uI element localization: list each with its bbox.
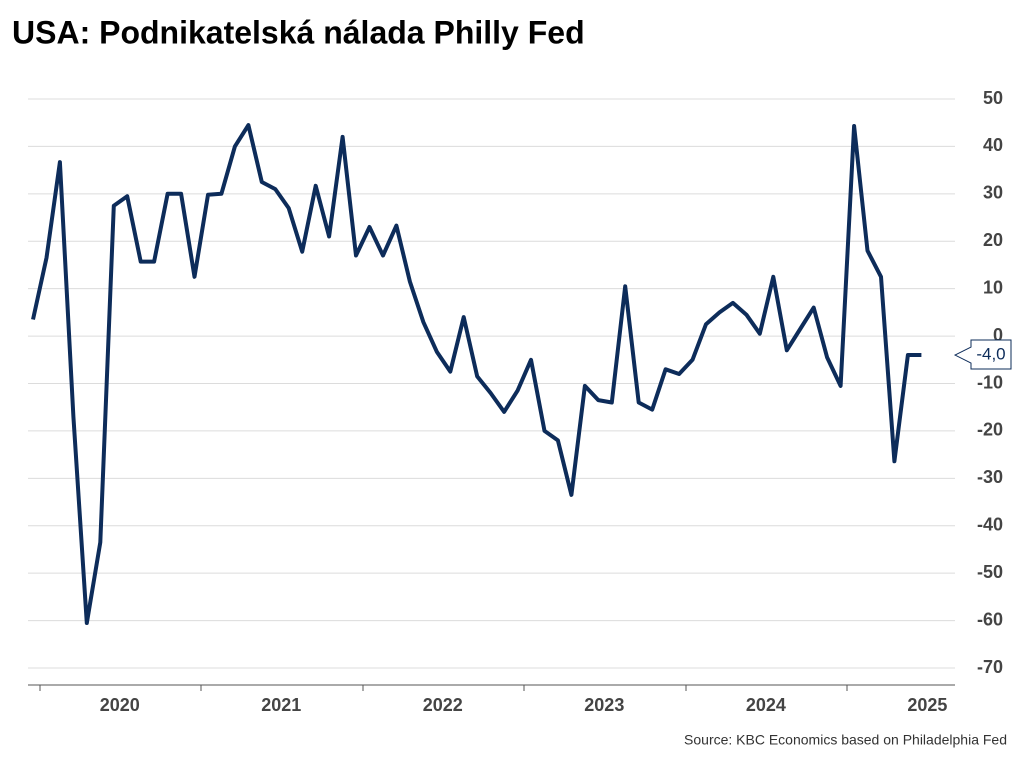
annotation-box	[953, 339, 1012, 370]
data-line	[31, 123, 922, 625]
y-tick-label: -20	[977, 420, 1003, 440]
y-tick-label: -40	[977, 515, 1003, 535]
x-tick-label: 2020	[100, 695, 140, 715]
y-tick-label: 40	[983, 135, 1003, 155]
y-tick-label: -10	[977, 372, 1003, 392]
y-tick-label: -30	[977, 467, 1003, 487]
y-tick-label: 10	[983, 277, 1003, 297]
x-tick-label: 2023	[584, 695, 624, 715]
source-note: Source: KBC Economics based on Philadelp…	[684, 732, 1007, 748]
y-tick-label: 0	[993, 325, 1003, 345]
x-tick-label: 2021	[261, 695, 301, 715]
y-tick-label: -60	[977, 609, 1003, 629]
x-tick-label: 2022	[423, 695, 463, 715]
chart-title: USA: Podnikatelská nálada Philly Fed	[12, 14, 585, 50]
y-tick-label: 50	[983, 88, 1003, 108]
annotation-label: -4,0	[976, 345, 1005, 364]
y-tick-label: -50	[977, 562, 1003, 582]
y-tick-label: 20	[983, 230, 1003, 250]
x-tick-label: 2024	[746, 695, 786, 715]
x-tick-label: 2025	[907, 695, 947, 715]
y-tick-label: 30	[983, 183, 1003, 203]
year-separators	[39, 685, 848, 691]
y-tick-label: -70	[977, 657, 1003, 677]
